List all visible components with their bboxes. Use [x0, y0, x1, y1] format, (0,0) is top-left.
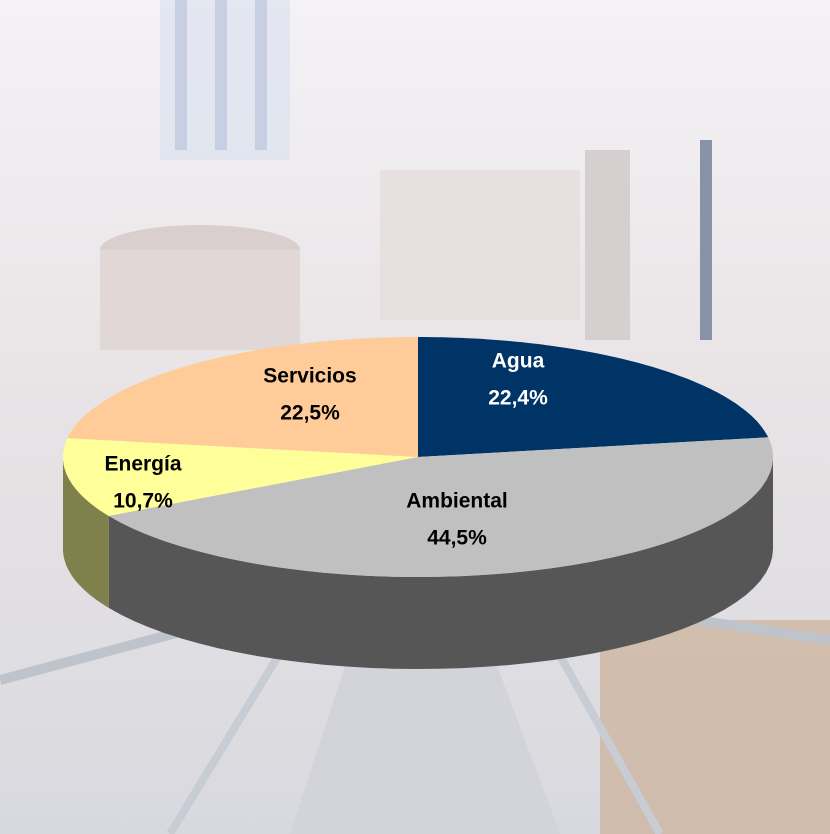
value-label: 22,5% [280, 402, 340, 425]
chart: Agua 22,4% Ambiental 44,5% Energía 10,7% Servi… [0, 0, 830, 834]
pie: Agua 22,4% Ambiental 44,5% Energía 10,7% Servi… [63, 337, 773, 669]
slice-label: Agua [492, 350, 545, 373]
value-label: 10,7% [113, 490, 173, 513]
slice-label: Servicios [263, 365, 356, 388]
value-label: 22,4% [488, 387, 548, 410]
slice-label: Energía [104, 453, 181, 476]
value-label: 44,5% [427, 527, 487, 550]
slice-label: Ambiental [406, 490, 508, 513]
